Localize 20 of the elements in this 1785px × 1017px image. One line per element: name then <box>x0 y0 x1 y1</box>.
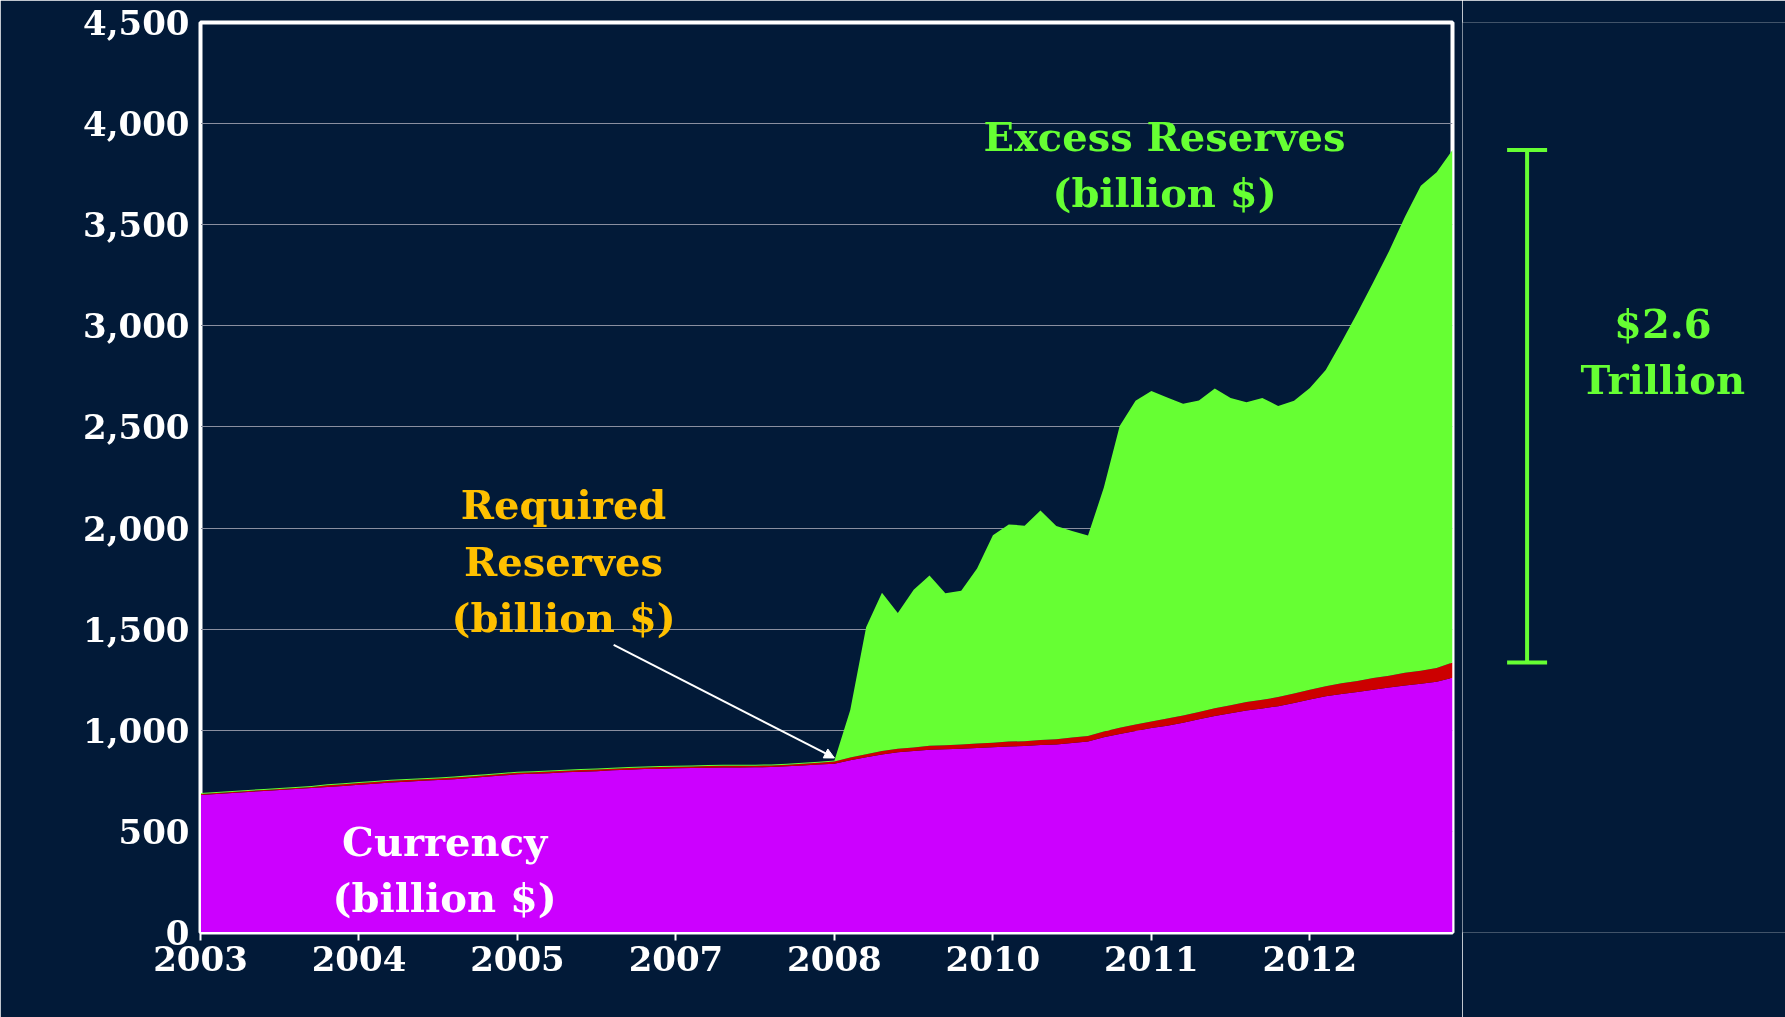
x-tick-label: 2008 <box>787 938 882 979</box>
series-label: Currency (billion $) <box>332 818 557 922</box>
text: $2.6 Trillion <box>1580 299 1746 404</box>
y-tick-label: 500 <box>118 811 190 852</box>
text: Required Reserves (billion $) <box>451 481 676 642</box>
y-tick-label: 1,000 <box>83 710 190 751</box>
x-tick-label: 2007 <box>628 938 724 979</box>
y-tick-label: 4,500 <box>83 3 190 43</box>
x-tick-label: 2004 <box>311 938 407 979</box>
x-tick-label: 2012 <box>1262 938 1358 979</box>
series-label: Excess Reserves (billion $) <box>983 112 1346 217</box>
y-tick-label: 2,000 <box>83 508 190 549</box>
y-tick-label: 4,000 <box>83 104 190 145</box>
y-tick-label: 3,000 <box>83 306 190 347</box>
y-tick-label: 1,500 <box>83 609 190 650</box>
y-tick-label: 3,500 <box>83 205 190 246</box>
y-tick-label: 2,500 <box>83 407 190 448</box>
x-tick-label: 2010 <box>945 938 1041 979</box>
x-tick-label: 2005 <box>470 938 565 979</box>
x-tick-label: 2011 <box>1104 938 1199 979</box>
